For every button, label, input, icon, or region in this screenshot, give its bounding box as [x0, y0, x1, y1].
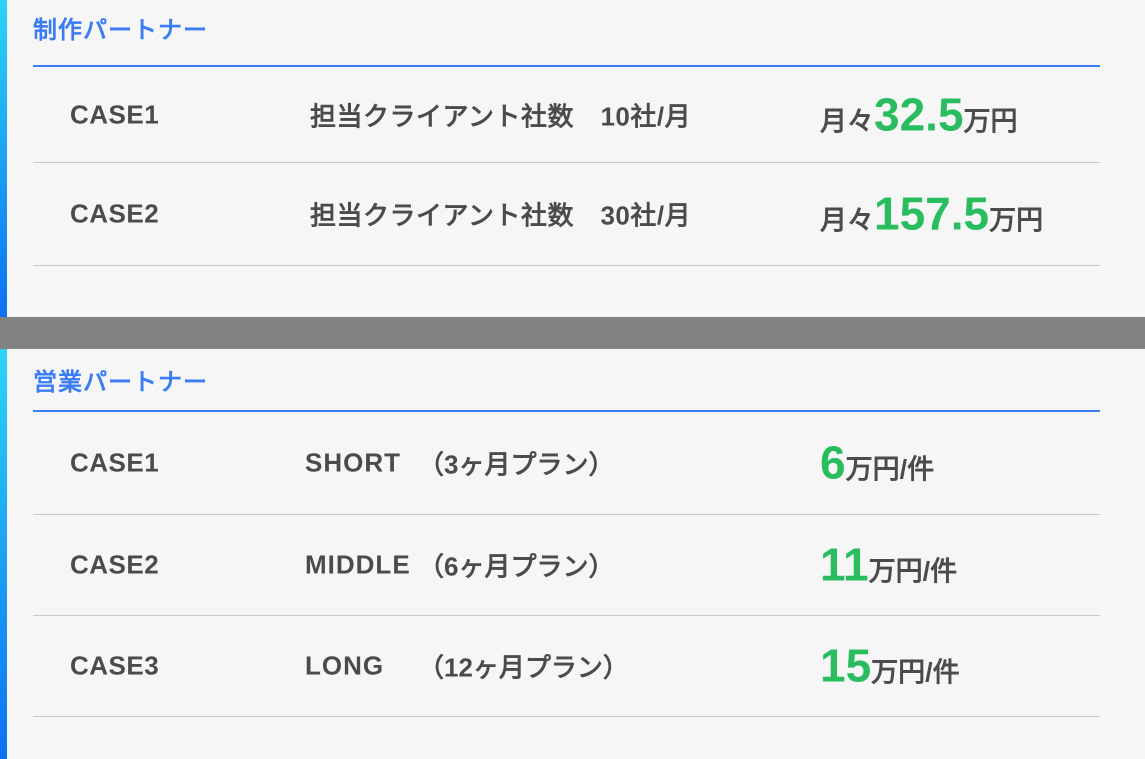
- row-price: 11 万円/件: [820, 542, 957, 589]
- section-title: 制作パートナー: [33, 17, 208, 44]
- row-price: 月々 32.5 万円: [820, 91, 1018, 138]
- price-value: 6: [820, 436, 846, 489]
- section-accent-bar: [0, 0, 7, 317]
- section-sales-partner: 営業パートナー CASE1 SHORT （3ヶ月プラン） 6 万円/件 CASE…: [0, 349, 1145, 759]
- plan-duration: （3ヶ月プラン）: [418, 449, 615, 480]
- price-suffix: 万円: [963, 106, 1018, 136]
- pricing-row: CASE3 LONG （12ヶ月プラン） 15 万円/件: [33, 616, 1100, 717]
- title-underline: [33, 410, 1100, 412]
- price-suffix: 万円: [989, 205, 1044, 236]
- price-value: 32.5: [874, 88, 964, 140]
- case-label: CASE2: [70, 198, 160, 229]
- row-price: 月々 157.5 万円: [820, 191, 1043, 238]
- price-suffix: 万円/件: [845, 454, 935, 485]
- row-price: 6 万円/件: [820, 440, 934, 487]
- plan-name: MIDDLE: [305, 549, 411, 580]
- section-content: 営業パートナー CASE1 SHORT （3ヶ月プラン） 6 万円/件 CASE…: [33, 349, 1100, 717]
- section-divider: [0, 317, 1145, 349]
- case-label: CASE1: [70, 99, 160, 129]
- case-label: CASE2: [70, 549, 160, 580]
- price-suffix: 万円/件: [871, 657, 960, 688]
- row-price: 15 万円/件: [820, 643, 960, 690]
- section-title: 営業パートナー: [33, 369, 208, 396]
- price-prefix: 月々: [820, 205, 874, 236]
- title-underline: [33, 65, 1100, 67]
- case-label: CASE1: [70, 447, 160, 478]
- plan-name: SHORT: [305, 447, 401, 478]
- pricing-row: CASE2 担当クライアント社数 30社/月 月々 157.5 万円: [33, 163, 1100, 266]
- section-production-partner: 制作パートナー CASE1 担当クライアント社数 10社/月 月々 32.5 万…: [0, 0, 1145, 317]
- price-value: 11: [820, 538, 869, 591]
- plan-name: LONG: [305, 650, 385, 681]
- price-value: 15: [820, 639, 872, 692]
- price-prefix: 月々: [820, 106, 874, 136]
- pricing-row: CASE2 MIDDLE （6ヶ月プラン） 11 万円/件: [33, 515, 1100, 616]
- row-spec: 担当クライアント社数 10社/月: [310, 101, 692, 131]
- price-value: 157.5: [874, 187, 990, 240]
- row-spec: 担当クライアント社数 30社/月: [310, 200, 692, 231]
- pricing-row: CASE1 SHORT （3ヶ月プラン） 6 万円/件: [33, 412, 1100, 515]
- case-label: CASE3: [70, 650, 160, 681]
- plan-duration: （6ヶ月プラン）: [418, 551, 615, 582]
- section-accent-bar: [0, 349, 7, 759]
- pricing-row: CASE1 担当クライアント社数 10社/月 月々 32.5 万円: [33, 67, 1100, 163]
- section-content: 制作パートナー CASE1 担当クライアント社数 10社/月 月々 32.5 万…: [33, 0, 1100, 266]
- plan-duration: （12ヶ月プラン）: [418, 652, 629, 683]
- price-suffix: 万円/件: [868, 556, 958, 587]
